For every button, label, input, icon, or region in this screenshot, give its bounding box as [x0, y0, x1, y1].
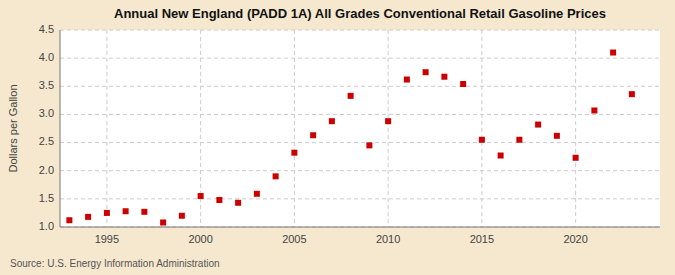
- point: [235, 200, 241, 206]
- point: [160, 219, 166, 225]
- point: [554, 133, 560, 139]
- point: [179, 213, 185, 219]
- source-note: Source: U.S. Energy Information Administ…: [10, 258, 220, 269]
- grid-line: [294, 30, 295, 227]
- point: [198, 193, 204, 199]
- point: [404, 77, 410, 83]
- tick-label: 2015: [470, 233, 494, 245]
- chart: 1.0 1.5 2.0 2.5 3.0 3.5 4.0 4.5 1995 2000 2005 2010…: [0, 0, 675, 275]
- grid-line: [575, 30, 576, 227]
- tick-label: 2000: [188, 233, 212, 245]
- point: [291, 150, 297, 156]
- point: [329, 118, 335, 124]
- point: [366, 142, 372, 148]
- point: [348, 93, 354, 99]
- x-axis-line: [60, 227, 660, 228]
- point: [273, 173, 279, 179]
- point: [66, 217, 72, 223]
- y-axis-line: [60, 30, 61, 227]
- grid-line: [481, 30, 482, 227]
- point: [85, 214, 91, 220]
- tick-label: 3.5: [39, 79, 54, 91]
- point: [441, 74, 447, 80]
- tick-label: 4.0: [39, 51, 54, 63]
- grid-line: [60, 86, 660, 87]
- tick-label: 3.0: [39, 107, 54, 119]
- point: [216, 197, 222, 203]
- point: [479, 137, 485, 143]
- tick-label: 1.5: [39, 192, 54, 204]
- tick-label: 2.0: [39, 164, 54, 176]
- y-axis-label: Dollars per Gallon: [7, 84, 19, 172]
- point: [310, 132, 316, 138]
- axes: 1.0 1.5 2.0 2.5 3.0 3.5 4.0 4.5 1995 2000 2005 2010…: [39, 23, 660, 245]
- point: [104, 210, 110, 216]
- tick-label: 2010: [376, 233, 400, 245]
- tick-label: 2020: [563, 233, 587, 245]
- grid-line: [60, 170, 660, 171]
- grid-line: [60, 142, 660, 143]
- grid-line: [60, 114, 660, 115]
- grid-line: [106, 30, 107, 227]
- point: [141, 209, 147, 215]
- grid: [60, 30, 660, 227]
- point: [423, 69, 429, 75]
- point: [535, 122, 541, 128]
- point: [629, 91, 635, 97]
- point: [498, 153, 504, 159]
- grid-line: [60, 58, 660, 59]
- point: [123, 208, 129, 214]
- grid-line: [60, 198, 660, 199]
- tick-label: 1995: [95, 233, 119, 245]
- point: [254, 191, 260, 197]
- tick-label: 2005: [282, 233, 306, 245]
- points: [66, 50, 635, 226]
- plot-background: [60, 30, 660, 227]
- grid-line: [60, 227, 660, 228]
- tick-label: 4.5: [39, 23, 54, 35]
- grid-line: [60, 30, 660, 31]
- point: [460, 81, 466, 87]
- point: [591, 107, 597, 113]
- point: [516, 137, 522, 143]
- point: [610, 50, 616, 56]
- point: [385, 118, 391, 124]
- tick-label: 2.5: [39, 135, 54, 147]
- point: [573, 155, 579, 161]
- tick-label: 1.0: [39, 220, 54, 232]
- title: Annual New England (PADD 1A) All Grades …: [114, 6, 606, 21]
- grid-line: [388, 30, 389, 227]
